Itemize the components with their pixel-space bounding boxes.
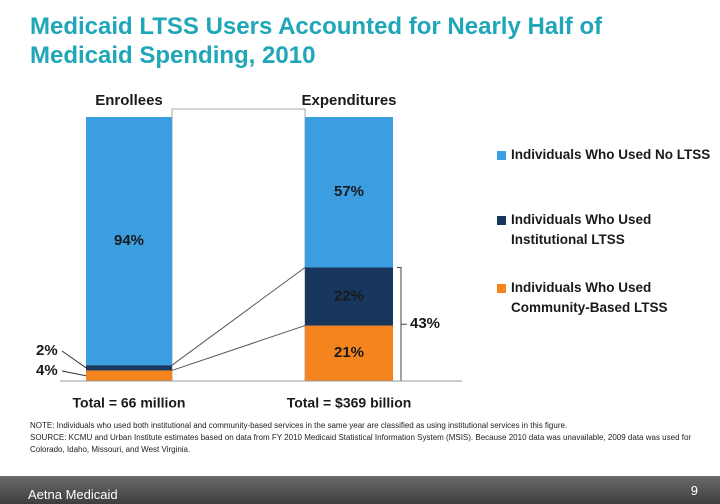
chart: Enrollees Total = 66 million 4% 2% 94% Expend…	[36, 92, 462, 411]
annotation: 43%	[410, 315, 440, 332]
value-label: 22%	[334, 287, 364, 304]
value-label: 21%	[334, 344, 364, 361]
bar-segment	[86, 370, 172, 381]
bar-segment	[305, 325, 393, 381]
connector	[171, 267, 306, 366]
legend-label: Individuals Who Used No LTSS	[511, 147, 711, 162]
footer-label: Aetna Medicaid	[28, 487, 118, 502]
legend-swatch	[497, 284, 506, 293]
legend-item: Individuals Who Used Institutional LTSS	[497, 210, 711, 250]
frame	[171, 108, 306, 382]
connector	[171, 325, 306, 371]
notes: NOTE: Individuals who used both institut…	[30, 420, 700, 456]
bar-segment	[86, 117, 172, 366]
legend-item: Individuals Who Used Community-Based LTS…	[497, 278, 711, 318]
bar-segment	[305, 267, 393, 326]
legend-label: Individuals Who Used Institutional LTSS	[511, 212, 652, 247]
leader-line	[61, 350, 87, 369]
category-label: Expenditures	[301, 92, 396, 109]
note: NOTE: Individuals who used both institut…	[30, 421, 568, 430]
bar-segment	[86, 365, 172, 371]
value-label: 2%	[36, 342, 58, 359]
leader-line	[61, 370, 87, 377]
total-label: Total = $369 billion	[287, 395, 412, 411]
legend-swatch	[497, 216, 506, 225]
category-label: Enrollees	[95, 92, 163, 109]
footer: Aetna Medicaid 9	[0, 476, 720, 504]
source: SOURCE: KCMU and Urban Institute estimat…	[30, 433, 692, 454]
legend-item: Individuals Who Used No LTSS	[497, 145, 711, 165]
value-label: 4%	[36, 362, 58, 379]
value-label: 94%	[114, 232, 144, 249]
page-number: 9	[690, 483, 698, 498]
total-label: Total = 66 million	[73, 395, 186, 411]
slide-title: Medicaid LTSS Users Accounted for Nearly…	[30, 13, 603, 69]
legend-swatch	[497, 151, 506, 160]
bar-segment	[305, 117, 393, 268]
value-label: 57%	[334, 183, 364, 200]
legend-label: Individuals Who Used Community-Based LTS…	[511, 280, 668, 315]
bracket	[397, 266, 407, 382]
